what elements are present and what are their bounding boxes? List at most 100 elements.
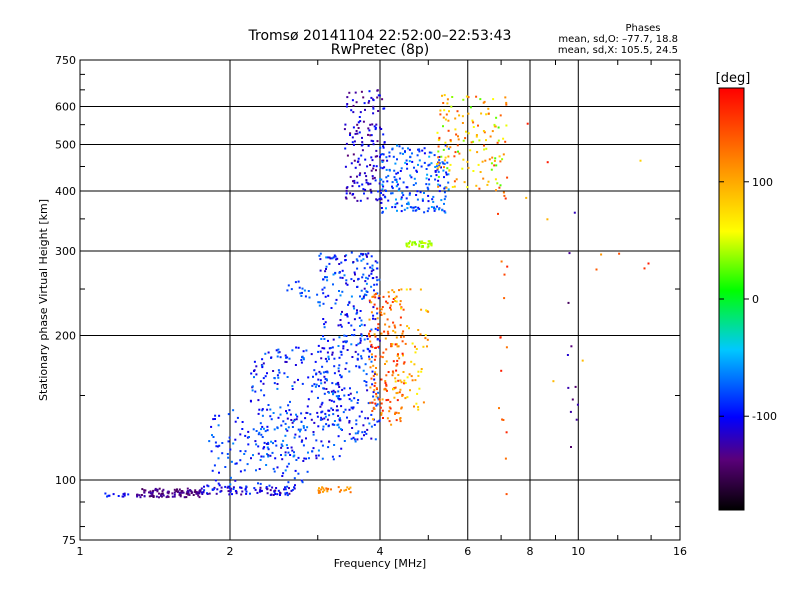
data-point <box>505 101 508 104</box>
data-point <box>390 423 393 426</box>
data-point <box>506 265 509 268</box>
data-point <box>178 492 181 494</box>
data-point <box>573 211 576 214</box>
data-point <box>483 100 486 103</box>
data-point <box>505 103 508 106</box>
data-point <box>382 295 385 298</box>
data-point <box>247 430 250 433</box>
data-point <box>234 479 237 482</box>
data-point <box>352 305 355 308</box>
data-point <box>323 375 326 378</box>
data-point <box>311 450 314 453</box>
data-point <box>220 486 223 489</box>
data-point <box>424 337 427 340</box>
data-point <box>332 413 335 416</box>
data-point <box>417 374 420 377</box>
data-point <box>287 404 290 407</box>
data-point <box>416 154 419 157</box>
data-point <box>227 456 230 459</box>
data-point <box>352 153 355 156</box>
data-point <box>262 427 265 430</box>
data-point <box>436 163 439 165</box>
data-point <box>262 362 265 365</box>
data-point <box>498 155 501 158</box>
data-point <box>368 422 371 425</box>
data-point <box>279 494 281 496</box>
data-point <box>392 360 395 363</box>
data-point <box>479 98 482 101</box>
data-point <box>389 306 392 309</box>
data-point <box>499 184 502 187</box>
data-point <box>326 256 329 259</box>
data-point <box>338 490 341 493</box>
data-point <box>221 442 224 444</box>
colorbar-tick-label: -100 <box>752 410 777 423</box>
data-point <box>399 420 402 423</box>
data-point <box>415 348 418 350</box>
data-point <box>162 488 165 491</box>
data-point <box>228 487 231 490</box>
data-point <box>344 259 347 262</box>
data-point <box>385 176 388 179</box>
data-point <box>351 99 354 102</box>
data-point <box>270 493 273 496</box>
data-point <box>297 280 300 283</box>
data-point <box>398 289 400 292</box>
data-point <box>307 398 310 401</box>
data-point <box>353 397 356 400</box>
data-point <box>370 328 373 331</box>
data-point <box>318 487 320 490</box>
data-point <box>411 241 414 244</box>
data-point <box>399 379 402 382</box>
data-point <box>483 131 486 134</box>
data-point <box>504 96 507 99</box>
data-point <box>413 405 415 408</box>
data-point <box>618 252 621 255</box>
data-point <box>444 211 447 214</box>
grid-lines <box>80 60 680 540</box>
data-point <box>406 163 408 166</box>
data-point <box>571 398 574 401</box>
data-point <box>358 174 361 177</box>
data-point <box>428 242 431 245</box>
data-point <box>376 396 379 399</box>
data-point <box>277 351 280 354</box>
data-point <box>354 440 357 443</box>
data-point <box>310 353 313 356</box>
data-point <box>402 308 405 311</box>
data-point <box>253 487 256 490</box>
data-point <box>331 346 334 349</box>
data-point <box>381 356 384 359</box>
data-point <box>495 164 498 167</box>
data-point <box>406 325 409 328</box>
data-point <box>378 94 381 97</box>
data-point <box>381 98 384 101</box>
data-point <box>252 428 255 431</box>
data-point <box>441 94 443 97</box>
data-point <box>433 209 436 212</box>
data-point <box>343 334 346 337</box>
data-point <box>241 490 244 493</box>
data-point <box>399 170 402 172</box>
data-point <box>404 161 407 164</box>
data-point <box>288 487 290 490</box>
data-point <box>494 125 497 128</box>
data-point <box>305 457 308 460</box>
data-point <box>346 313 348 316</box>
data-point <box>353 328 356 331</box>
data-point <box>546 218 549 221</box>
data-point <box>260 455 263 458</box>
data-point <box>353 196 356 199</box>
data-point <box>373 293 376 296</box>
data-point <box>371 383 374 386</box>
data-point <box>235 462 238 465</box>
data-point <box>257 433 260 436</box>
data-point <box>363 434 365 437</box>
data-point <box>197 494 200 497</box>
data-point <box>386 330 389 333</box>
data-point <box>295 459 298 461</box>
data-point <box>315 454 318 457</box>
data-point <box>437 150 440 153</box>
data-point <box>420 370 423 373</box>
data-point <box>217 482 220 485</box>
